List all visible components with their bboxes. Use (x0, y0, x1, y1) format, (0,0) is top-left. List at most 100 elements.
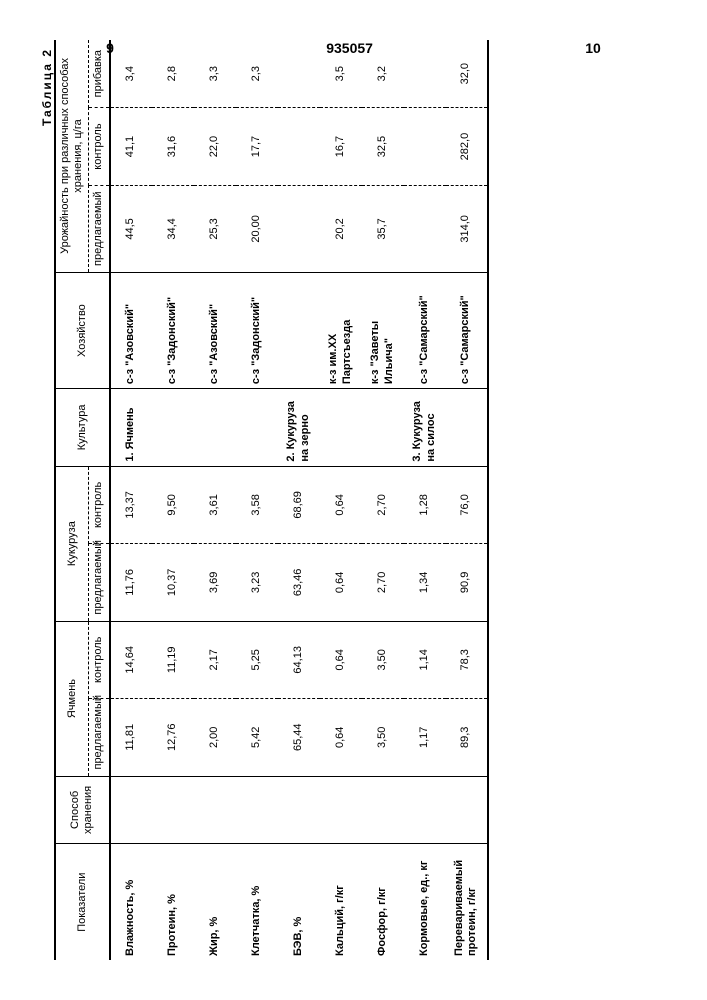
cell-farm: к-з им.XX Партсъезда (320, 272, 362, 388)
cell-cult (446, 389, 488, 466)
cell-cult: 3. Кукуруза на силос (404, 389, 446, 466)
cell-k2: 3,61 (194, 466, 236, 543)
row-label: Фосфор, г/кг (362, 844, 404, 960)
cell-k2: 76,0 (446, 466, 488, 543)
cell-y1: 5,42 (236, 699, 278, 776)
sub-y-prop: предлагаемый (89, 699, 110, 776)
cell-p (278, 185, 320, 272)
cell-k1: 3,69 (194, 544, 236, 621)
cell-y2: 5,25 (236, 621, 278, 698)
sub-k-prop: предлагаемый (89, 544, 110, 621)
cell-farm: с-з "Задонский" (152, 272, 194, 388)
cell-y2: 11,19 (152, 621, 194, 698)
cell-k1: 0,64 (320, 544, 362, 621)
cell-farm: с-з "Азовский" (110, 272, 152, 388)
sub-yield-ctrl: контроль (89, 108, 110, 185)
row-empty (152, 776, 194, 844)
cell-c: 282,0 (446, 108, 488, 185)
cell-farm: с-з "Самарский" (404, 272, 446, 388)
cell-cult (152, 389, 194, 466)
cell-c (278, 108, 320, 185)
cell-c (404, 108, 446, 185)
cell-p: 314,0 (446, 185, 488, 272)
cell-c: 31,6 (152, 108, 194, 185)
cell-p: 44,5 (110, 185, 152, 272)
page-right: 10 (585, 40, 601, 56)
row-empty (278, 776, 320, 844)
cell-k2: 13,37 (110, 466, 152, 543)
cell-d: 3,5 (320, 40, 362, 108)
cell-k2: 0,64 (320, 466, 362, 543)
hdr-corn: Кукуруза (55, 466, 89, 621)
cell-k2: 3,58 (236, 466, 278, 543)
cell-c: 22,0 (194, 108, 236, 185)
row-label: Жир, % (194, 844, 236, 960)
cell-y2: 3,50 (362, 621, 404, 698)
row-label: Клетчатка, % (236, 844, 278, 960)
cell-y2: 14,64 (110, 621, 152, 698)
row-empty (362, 776, 404, 844)
cell-y1: 3,50 (362, 699, 404, 776)
cell-d (404, 40, 446, 108)
row-empty (446, 776, 488, 844)
cell-k1: 3,23 (236, 544, 278, 621)
cell-cult (236, 389, 278, 466)
sub-yield-inc: прибавка (89, 40, 110, 108)
cell-p: 20,2 (320, 185, 362, 272)
cell-farm (278, 272, 320, 388)
cell-p: 35,7 (362, 185, 404, 272)
cell-farm: с-з "Самарский" (446, 272, 488, 388)
cell-k2: 9,50 (152, 466, 194, 543)
row-label: Кормовые, ед., кг (404, 844, 446, 960)
row-label: БЭВ, % (278, 844, 320, 960)
hdr-farm: Хозяйство (55, 272, 110, 388)
sub-yield-prop: предлагаемый (89, 185, 110, 272)
cell-y1: 1,17 (404, 699, 446, 776)
cell-cult (194, 389, 236, 466)
cell-d: 3,3 (194, 40, 236, 108)
cell-d: 32,0 (446, 40, 488, 108)
row-empty (110, 776, 152, 844)
cell-y2: 78,3 (446, 621, 488, 698)
cell-k1: 10,37 (152, 544, 194, 621)
row-label: Перевариваемый протеин, г/кг (446, 844, 488, 960)
cell-d: 2,8 (152, 40, 194, 108)
cell-p (404, 185, 446, 272)
hdr-barley: Ячмень (55, 621, 89, 776)
row-empty (236, 776, 278, 844)
cell-farm: к-з "Заветы Ильича" (362, 272, 404, 388)
table-title: Таблица 2 (40, 40, 54, 960)
row-empty (404, 776, 446, 844)
hdr-culture: Культура (55, 389, 110, 466)
cell-cult: 1. Ячмень (110, 389, 152, 466)
cell-y2: 1,14 (404, 621, 446, 698)
row-empty (320, 776, 362, 844)
cell-farm: с-з "Задонский" (236, 272, 278, 388)
cell-y1: 2,00 (194, 699, 236, 776)
cell-k2: 2,70 (362, 466, 404, 543)
cell-y1: 0,64 (320, 699, 362, 776)
cell-y2: 2,17 (194, 621, 236, 698)
cell-c: 17,7 (236, 108, 278, 185)
cell-farm: с-з "Азовский" (194, 272, 236, 388)
hdr-method: Способ хранения (55, 776, 110, 844)
row-empty (194, 776, 236, 844)
cell-d: 3,4 (110, 40, 152, 108)
cell-k2: 68,69 (278, 466, 320, 543)
hdr-yield: Урожайность при различных способах хране… (55, 40, 89, 272)
row-label: Кальций, г/кг (320, 844, 362, 960)
sub-k-ctrl: контроль (89, 466, 110, 543)
cell-k2: 1,28 (404, 466, 446, 543)
cell-cult: 2. Кукуруза на зерно (278, 389, 320, 466)
cell-d (278, 40, 320, 108)
cell-p: 20,00 (236, 185, 278, 272)
cell-d: 2,3 (236, 40, 278, 108)
data-table: Показатели Способ хранения Ячмень Кукуру… (54, 40, 489, 960)
row-label: Влажность, % (110, 844, 152, 960)
cell-y1: 89,3 (446, 699, 488, 776)
cell-k1: 2,70 (362, 544, 404, 621)
row-label: Протеин, % (152, 844, 194, 960)
cell-p: 34,4 (152, 185, 194, 272)
sub-y-ctrl: контроль (89, 621, 110, 698)
hdr-indicators: Показатели (55, 844, 110, 960)
